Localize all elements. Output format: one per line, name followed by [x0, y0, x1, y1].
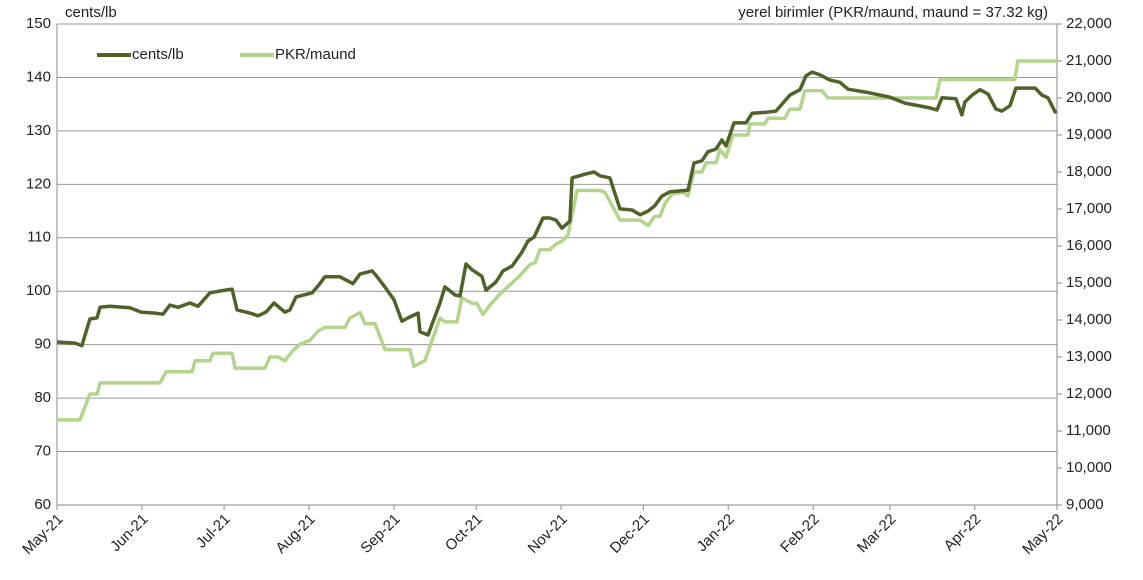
y2-tick-label: 22,000: [1066, 15, 1112, 32]
x-tick-label: Feb-22: [777, 511, 823, 557]
x-tick-label: Dec-21: [607, 511, 653, 557]
x-tick-label: Jan-22: [693, 511, 737, 555]
legend-label: cents/lb: [132, 46, 184, 63]
x-tick-label: Jul-21: [193, 511, 234, 552]
y2-axis-label: yerel birimler (PKR/maund, maund = 37.32…: [738, 4, 1048, 21]
y2-tick-label: 9,000: [1066, 496, 1104, 513]
x-tick-label: Oct-21: [442, 511, 486, 555]
y2-tick-label: 11,000: [1066, 422, 1111, 439]
series-line: [56, 70, 1058, 348]
series-line: [57, 59, 1057, 422]
x-tick-label: Nov-21: [525, 511, 571, 557]
y2-tick-label: 10,000: [1066, 459, 1112, 476]
y2-tick-label: 16,000: [1066, 237, 1112, 254]
x-tick-label: Jun-21: [107, 511, 151, 555]
x-tick-label: Sep-21: [357, 511, 403, 557]
y2-tick-label: 15,000: [1066, 274, 1112, 291]
legend-label: PKR/maund: [275, 46, 356, 63]
y2-tick-label: 18,000: [1066, 163, 1112, 180]
y-axis-label: cents/lb: [65, 4, 117, 21]
y2-tick-label: 19,000: [1066, 126, 1112, 143]
y-tick-label: 110: [27, 229, 51, 246]
y2-tick-label: 12,000: [1066, 385, 1112, 402]
y2-tick-label: 13,000: [1066, 348, 1112, 365]
y-tick-label: 80: [34, 389, 51, 406]
x-tick-label: May-21: [19, 511, 66, 558]
x-tick-label: Apr-22: [941, 511, 985, 555]
y2-tick-label: 20,000: [1066, 89, 1112, 106]
x-tick-label: May-22: [1019, 511, 1066, 558]
y-tick-label: 70: [34, 443, 51, 460]
y-tick-label: 100: [26, 282, 51, 299]
y-tick-label: 90: [34, 336, 51, 353]
y-tick-label: 60: [34, 496, 51, 513]
y2-tick-label: 14,000: [1066, 311, 1112, 328]
y-tick-label: 140: [26, 68, 51, 85]
y-tick-label: 150: [26, 15, 51, 32]
y2-tick-label: 21,000: [1066, 52, 1112, 69]
x-tick-label: Mar-22: [854, 511, 900, 557]
y2-tick-label: 17,000: [1066, 200, 1112, 217]
y-tick-label: 120: [26, 175, 51, 192]
y-tick-label: 130: [26, 122, 51, 139]
x-tick-label: Aug-21: [272, 511, 318, 557]
